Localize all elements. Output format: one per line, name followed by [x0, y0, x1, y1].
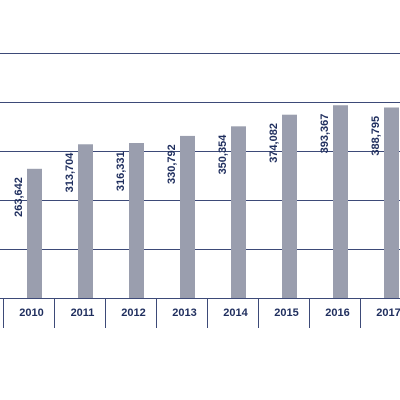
bar-2014 [231, 126, 246, 298]
bar-2013 [180, 135, 195, 298]
value-label-2014: 350,354 [217, 134, 229, 175]
category-label-2015: 2015 [274, 307, 298, 319]
bar-2011 [78, 144, 93, 298]
bar-2012 [129, 142, 144, 298]
bar-2016 [333, 105, 348, 298]
category-labels: 2010 2011 2012 2013 2014 2015 2016 2017 [3, 298, 400, 328]
bar-2017 [384, 107, 399, 298]
value-label-2012: 316,331 [115, 151, 127, 191]
value-labels: 263,642 313,704 316,331 330,792 350,354 374,0… [13, 114, 382, 217]
value-label-2010: 263,642 [13, 177, 25, 217]
category-label-2016: 2016 [325, 307, 349, 319]
bars [27, 105, 399, 298]
category-label-2013: 2013 [172, 307, 196, 319]
value-label-2011: 313,704 [64, 152, 76, 193]
category-label-2010: 2010 [19, 307, 43, 319]
value-label-2013: 330,792 [166, 144, 178, 184]
value-label-2015: 374,082 [268, 123, 280, 163]
category-label-2011: 2011 [71, 307, 95, 319]
bar-2010 [27, 168, 42, 298]
category-label-2017: 2017 [376, 307, 400, 319]
bar-2015 [282, 114, 297, 298]
value-label-2016: 393,367 [319, 114, 331, 154]
category-label-2014: 2014 [223, 307, 248, 319]
value-label-2017: 388,795 [370, 116, 382, 156]
category-label-2012: 2012 [121, 307, 145, 319]
